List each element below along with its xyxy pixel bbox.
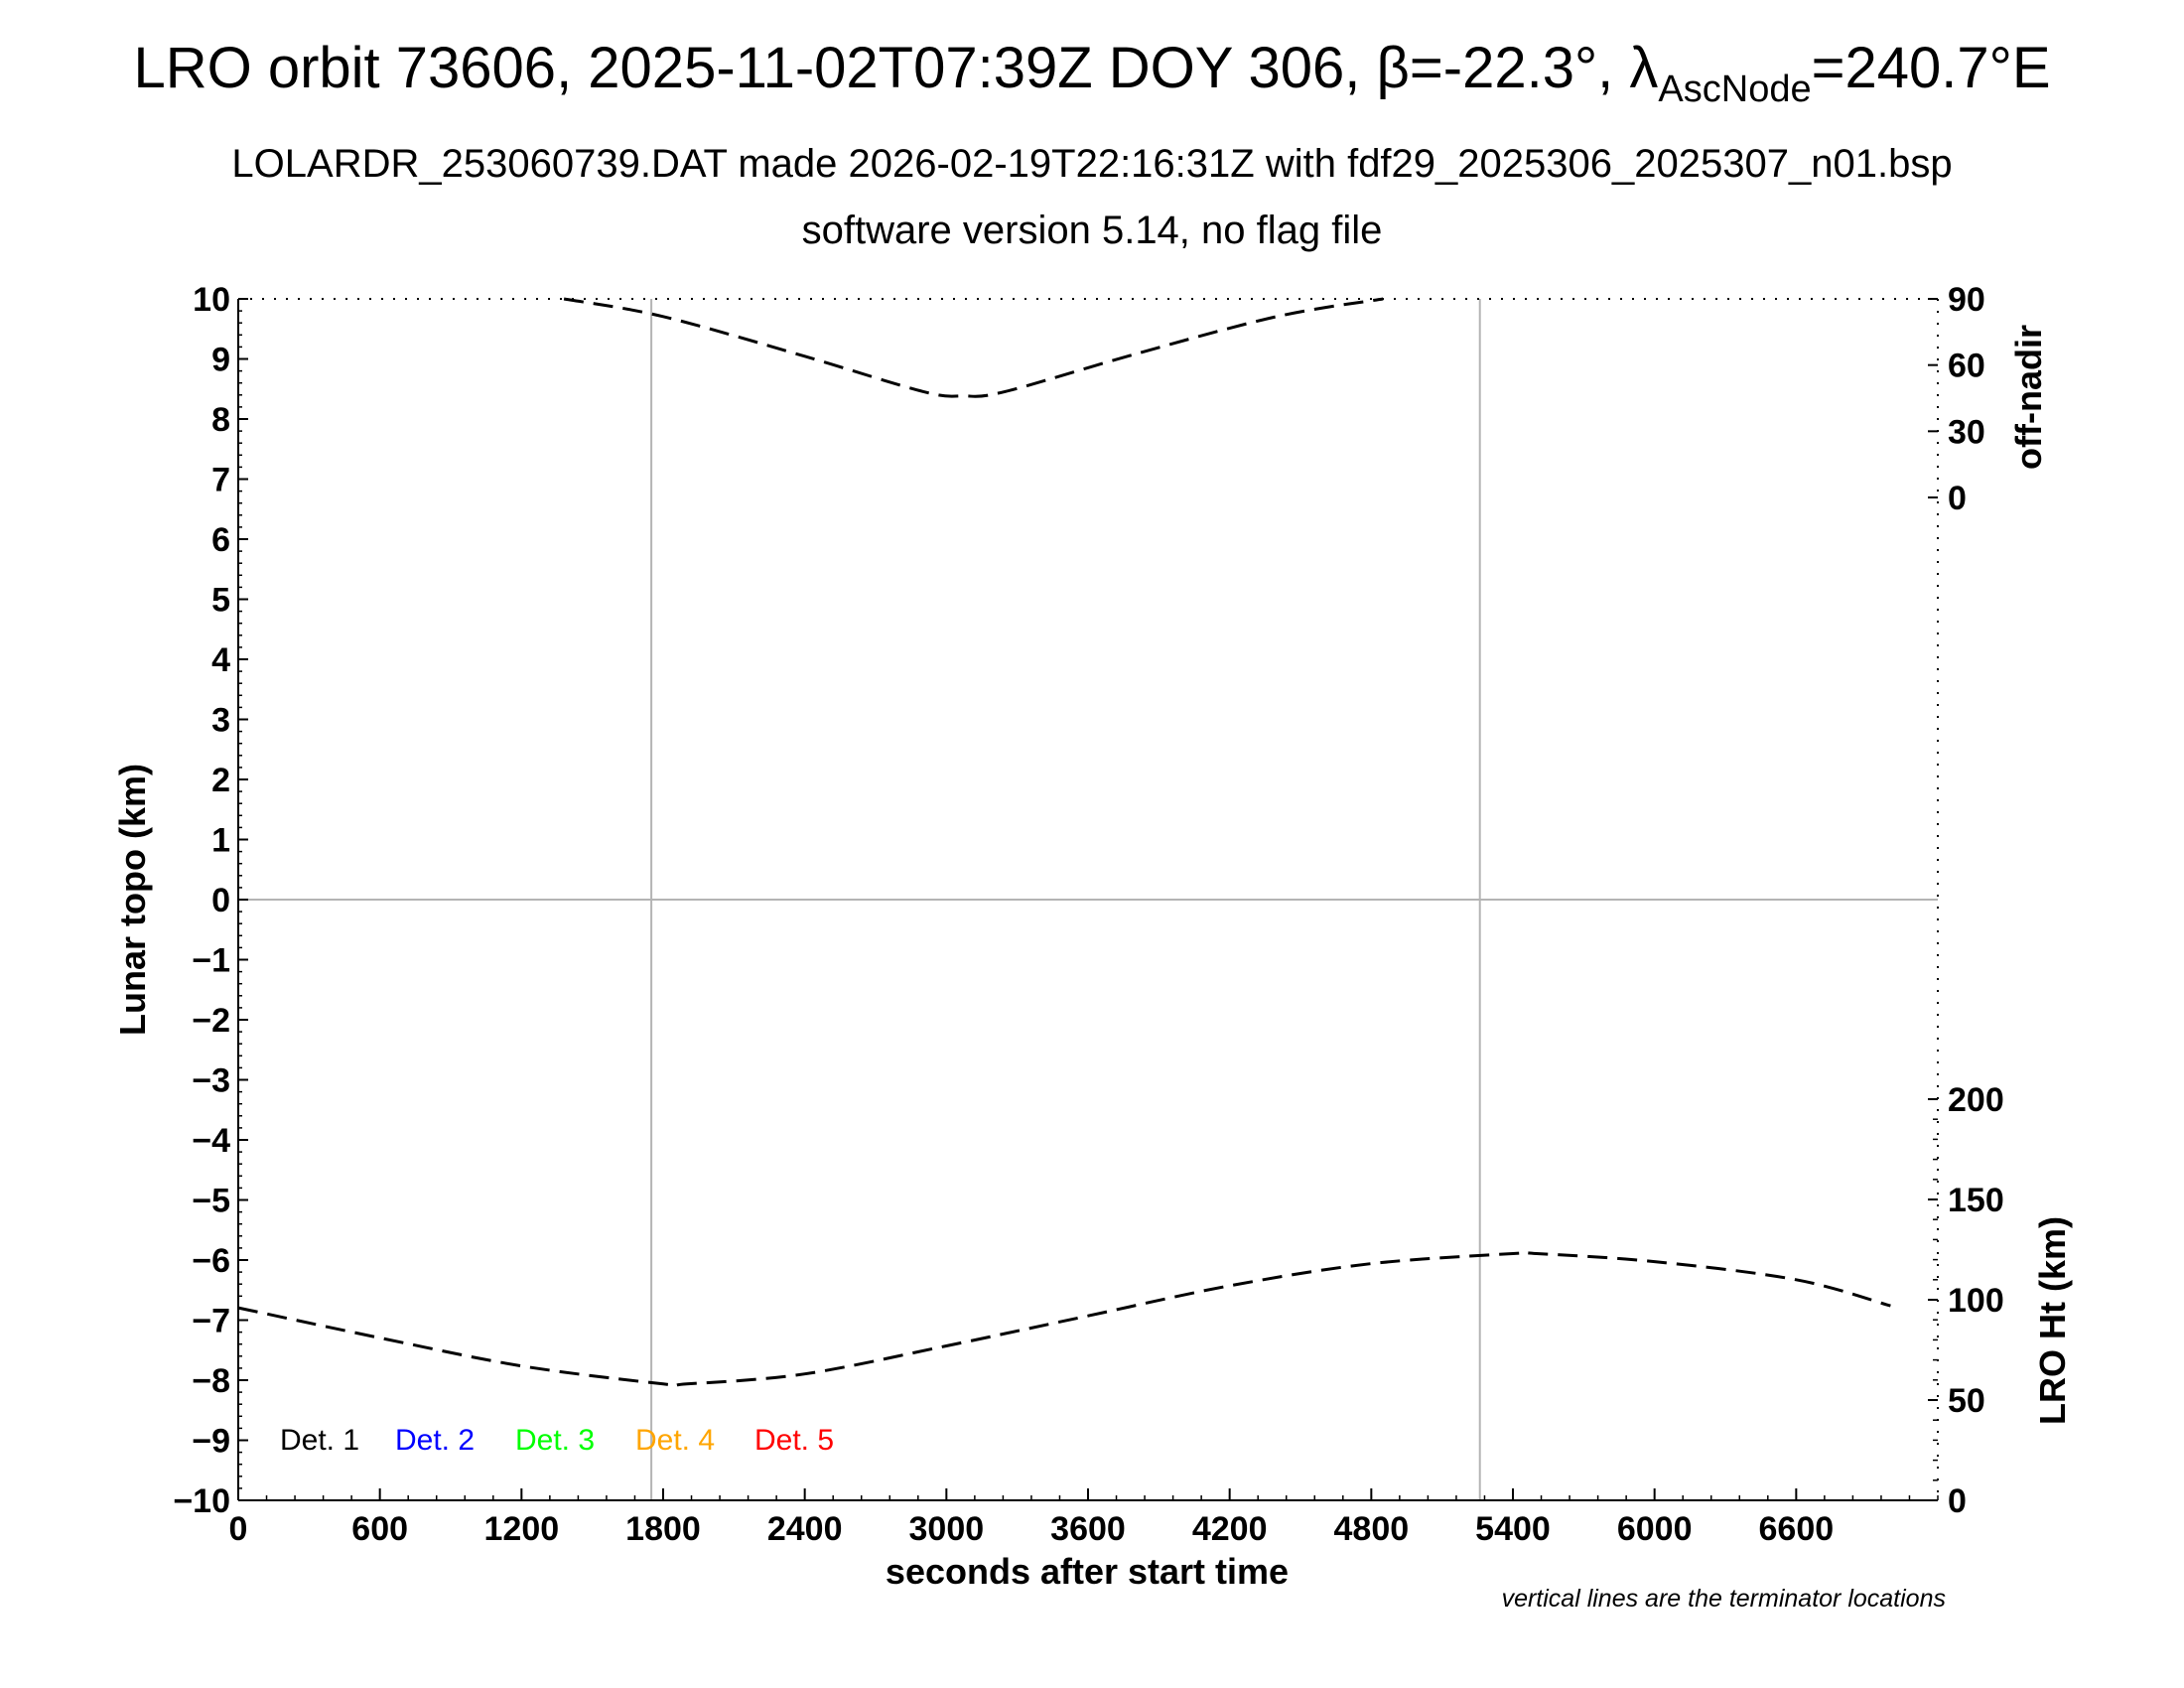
y-tick-label: −4 (192, 1122, 230, 1160)
y-tick-label: 6 (211, 521, 230, 559)
off-nadir-tick-label: 0 (1948, 480, 1967, 517)
legend-item-det-1: Det. 1 (280, 1424, 359, 1457)
x-tick-label: 1800 (625, 1510, 701, 1548)
legend-item-det-4: Det. 4 (635, 1424, 715, 1457)
off-nadir-tick-label: 90 (1948, 281, 1985, 319)
off-nadir-tick-label: 60 (1948, 348, 1985, 385)
y-tick-label: −8 (192, 1362, 230, 1400)
x-tick-label: 2400 (767, 1510, 843, 1548)
lro-ht-tick-label: 100 (1948, 1282, 2004, 1320)
chart-subtitle-file: LOLARDR_253060739.DAT made 2026-02-19T22… (231, 142, 1952, 186)
lro-ht-tick-label: 0 (1948, 1482, 1967, 1520)
x-tick-label: 3000 (909, 1510, 985, 1548)
lro-ht-tick-label: 150 (1948, 1182, 2004, 1219)
legend-item-det-2: Det. 2 (395, 1424, 475, 1457)
lro-ht-label: LRO Ht (km) (2032, 1216, 2073, 1425)
y-tick-label: −3 (192, 1062, 230, 1100)
x-tick-label: 6000 (1617, 1510, 1693, 1548)
x-tick-label: 0 (229, 1510, 248, 1548)
y-tick-label: 4 (211, 641, 230, 679)
y-tick-label: 3 (211, 702, 230, 740)
y-tick-label: 2 (211, 762, 230, 799)
y-tick-label: −5 (192, 1183, 230, 1220)
legend: Det. 1 Det. 2 Det. 3 Det. 4 Det. 5 (280, 1424, 834, 1457)
y-tick-label: 10 (193, 281, 230, 319)
chart-title: LRO orbit 73606, 2025-11-02T07:39Z DOY 3… (133, 36, 2050, 110)
legend-item-det-5: Det. 5 (754, 1424, 834, 1457)
chart-subtitle-software: software version 5.14, no flag file (802, 209, 1383, 252)
y-tick-label: −1 (192, 942, 230, 980)
y-tick-label: −9 (192, 1423, 230, 1461)
x-tick-label: 4200 (1192, 1510, 1268, 1548)
lro-ht-tick-label: 50 (1948, 1382, 1985, 1420)
x-tick-label: 4800 (1334, 1510, 1410, 1548)
x-tick-label: 6600 (1759, 1510, 1835, 1548)
off-nadir-tick-label: 30 (1948, 413, 1985, 451)
y-tick-label: −2 (192, 1002, 230, 1040)
lro-height-series (237, 1250, 1891, 1388)
y-tick-label: 0 (211, 882, 230, 919)
y-tick-label: 8 (211, 401, 230, 439)
y-tick-label: 7 (211, 462, 230, 499)
lro-ht-tick-label: 200 (1948, 1081, 2004, 1119)
off-nadir-series (563, 297, 1384, 398)
series-layer (237, 297, 1891, 1388)
x-tick-label: 600 (351, 1510, 408, 1548)
x-tick-label: 3600 (1050, 1510, 1126, 1548)
y-tick-label: 5 (211, 582, 230, 620)
x-tick-label: 1200 (484, 1510, 560, 1548)
x-axis-label: seconds after start time (886, 1551, 1289, 1592)
y-tick-label: −7 (192, 1303, 230, 1340)
y-axis-label: Lunar topo (km) (112, 764, 153, 1036)
y-tick-label: 1 (211, 822, 230, 860)
legend-item-det-3: Det. 3 (515, 1424, 595, 1457)
terminator-note: vertical lines are the terminator locati… (1502, 1585, 1946, 1613)
gridlines (238, 299, 1938, 1500)
x-tick-label: 5400 (1475, 1510, 1551, 1548)
y-tick-label: −10 (173, 1482, 230, 1520)
y-tick-label: −6 (192, 1242, 230, 1280)
off-nadir-label: off-nadir (2008, 325, 2049, 470)
y-tick-label: 9 (211, 342, 230, 379)
